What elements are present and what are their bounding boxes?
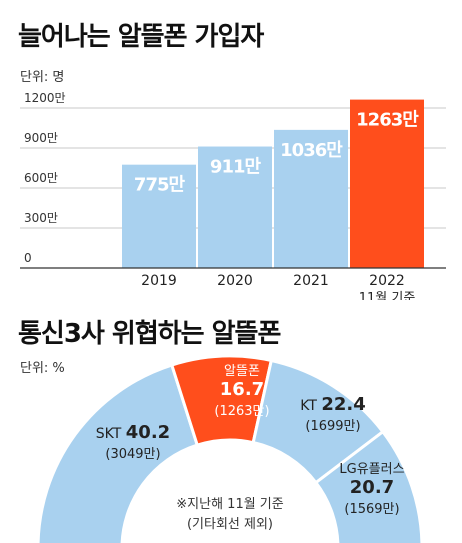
- slice-count-label: (1569만): [344, 502, 399, 517]
- slice-label: KT 22.4: [300, 394, 366, 415]
- bar: [198, 146, 272, 268]
- bar-chart-unit: 단위: 명: [20, 70, 65, 85]
- center-note: (기타회선 제외): [187, 517, 273, 532]
- bar: [122, 164, 196, 268]
- bar-chart-title: 늘어나는 알뜰폰 가입자: [18, 22, 264, 52]
- slice-count-label: (1699만): [305, 419, 360, 434]
- slice-label: 알뜰폰 16.7: [220, 364, 264, 400]
- pie-chart-title: 통신3사 위협하는 알뜰폰: [18, 319, 281, 349]
- y-tick-label: 0: [24, 251, 32, 265]
- bar-value-label: 1263만: [356, 110, 419, 131]
- bar-value-label: 775만: [134, 175, 186, 196]
- bar-value-label: 911만: [210, 157, 262, 178]
- y-tick-label: 300만: [24, 211, 58, 225]
- bar-chart: 1200만 900만 600만 300만 0 775만 2019 911만 2020 1036만 2…: [20, 91, 446, 300]
- slice: [36, 363, 200, 543]
- slice-count-label: (1263만): [214, 404, 269, 419]
- pie-chart-unit: 단위: %: [20, 361, 65, 376]
- bar: [274, 129, 348, 268]
- x-tick-label: 2019: [141, 273, 177, 289]
- slice: [313, 429, 424, 543]
- bar-value-label: 1036만: [280, 140, 343, 161]
- x-tick-label: 2022: [369, 273, 405, 289]
- y-tick-label: 900만: [24, 131, 58, 145]
- slice-label: LG유플러스 20.7: [339, 462, 404, 498]
- center-note: ※지난해 11월 기준: [176, 497, 283, 512]
- x-tick-label: 2020: [217, 273, 253, 289]
- x-tick-label: 2021: [293, 273, 329, 289]
- y-tick-label: 1200만: [24, 91, 66, 105]
- slice-label: SKT 40.2: [96, 422, 170, 443]
- x-tick-sublabel: 11월 기준: [359, 291, 416, 300]
- y-tick-label: 600만: [24, 171, 58, 185]
- slice-count-label: (3049만): [105, 447, 160, 462]
- bar: [350, 99, 424, 268]
